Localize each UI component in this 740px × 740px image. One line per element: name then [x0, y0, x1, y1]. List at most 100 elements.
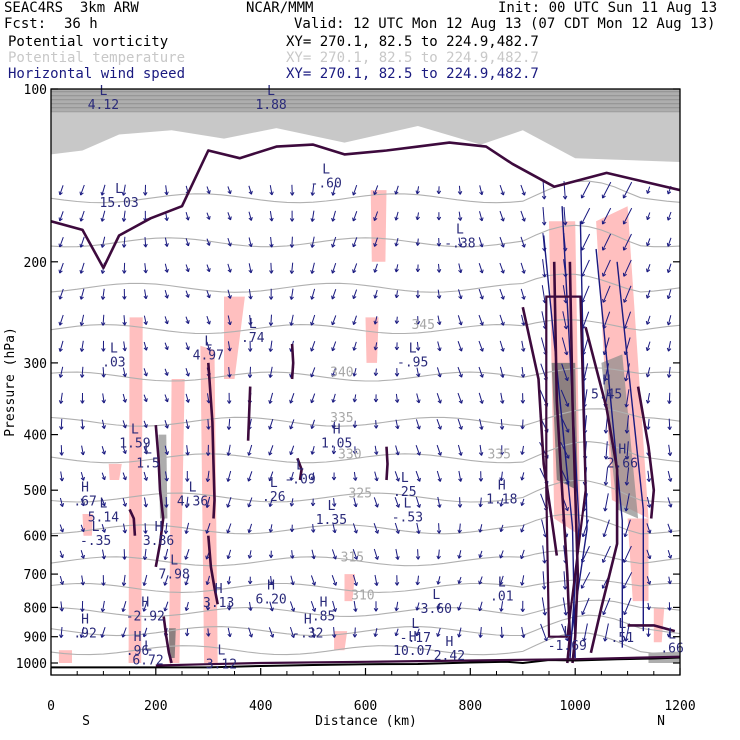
wind-vector [310, 601, 316, 612]
wind-vector-head [206, 346, 211, 351]
wind-vector-head [185, 268, 190, 273]
wind-vector [122, 600, 127, 612]
xy-label-wind: XY= 270.1, 82.5 to 224.9,482.7 [286, 66, 539, 82]
wind-vector [207, 602, 210, 611]
wind-vector [102, 314, 105, 326]
wind-vector-head [226, 580, 232, 585]
wind-vector [81, 340, 84, 352]
wind-vector-head [353, 555, 358, 560]
extremum-kind-label: L [296, 459, 304, 474]
wind-vector [122, 393, 126, 403]
y-tick-label: 500 [24, 484, 47, 499]
wind-vector-head [100, 322, 106, 326]
wind-vector [164, 316, 168, 325]
wind-vector-head [436, 606, 441, 611]
wind-vector [227, 523, 232, 534]
wind-vector [185, 575, 190, 586]
plot-area [51, 89, 680, 675]
wind-vector [416, 212, 419, 220]
pv-contour-line [290, 343, 295, 380]
wind-vector [101, 627, 106, 638]
extremum-value-label: 2.66 [607, 457, 638, 472]
wind-vector [353, 394, 357, 403]
wind-vector [623, 207, 633, 225]
wind-vector [80, 314, 85, 326]
wind-vector-head [415, 294, 421, 299]
wind-vector-head [479, 321, 484, 326]
wind-vector [668, 444, 671, 456]
wind-vector-head [622, 584, 627, 589]
wind-vector-head [646, 189, 651, 194]
wind-vector-head [290, 607, 296, 612]
pv-shading-patch [58, 650, 72, 663]
wind-vector [248, 523, 253, 533]
wind-vector [269, 601, 273, 612]
extremum-kind-label: L [144, 640, 152, 655]
wind-vector-head [247, 374, 253, 378]
wind-vector [478, 263, 483, 274]
extremum-value-label: 5.45 [591, 388, 622, 403]
wind-vector-head [311, 555, 316, 560]
wind-vector [521, 314, 525, 326]
wind-vector [165, 522, 168, 534]
wind-vector [352, 549, 358, 560]
wind-vector [248, 627, 253, 638]
wind-vector [185, 368, 190, 377]
wind-vector [206, 212, 210, 220]
field-name-theta: Potential temperature [8, 50, 186, 66]
wind-vector-head [564, 377, 569, 382]
wind-vector-head [667, 580, 672, 585]
wind-vector [102, 549, 105, 560]
wind-vector-head [603, 377, 608, 382]
pv-contour-line [154, 424, 165, 568]
wind-vector [542, 259, 546, 278]
wind-vector [122, 446, 127, 454]
wind-vector [667, 550, 672, 559]
wind-vector-head [143, 530, 148, 534]
wind-vector [290, 575, 294, 586]
wind-vector [311, 626, 315, 638]
wind-vector [560, 389, 569, 407]
wind-vector-head [206, 190, 211, 194]
wind-vector-head [331, 217, 336, 222]
wind-vector [521, 472, 525, 481]
wind-vector [395, 628, 399, 637]
wind-vector-head [269, 191, 274, 196]
wind-vector [395, 393, 398, 403]
pv-contour-line [296, 457, 303, 481]
wind-vector [143, 341, 147, 351]
wind-vector-head [394, 190, 399, 195]
wind-vector [269, 211, 273, 222]
wind-vector-head [79, 322, 85, 326]
wind-vector-head [479, 373, 484, 378]
valid-label: Valid: 12 UTC Mon 12 Aug 13 (07 CDT Mon … [294, 16, 716, 32]
wind-vector-head [478, 477, 484, 482]
wind-vector [143, 446, 148, 455]
wind-vector-head [499, 528, 504, 533]
pv-contour-line [162, 616, 173, 664]
wind-vector [248, 263, 252, 273]
wind-vector-head [143, 450, 148, 455]
wind-vector-head [101, 373, 106, 378]
extremum-value-label: 6.72 [132, 654, 163, 669]
wind-vector [81, 366, 84, 378]
wind-vector [667, 237, 672, 247]
wind-vector-head [227, 295, 232, 299]
wind-vector-head [121, 192, 127, 196]
wind-vector-head [184, 555, 189, 560]
wind-vector [352, 237, 358, 248]
theta-contour-line [51, 224, 680, 248]
pv-shading-patch [224, 296, 245, 379]
wind-vector-head [373, 424, 379, 429]
wind-vector [143, 601, 148, 612]
wind-vector [333, 627, 335, 638]
wind-vector-head [353, 503, 358, 508]
extremum-kind-label: L [322, 163, 330, 178]
wind-vector-head [59, 426, 64, 430]
wind-vector [602, 181, 612, 199]
wind-vector-head [289, 218, 295, 222]
theta-contour-line [51, 367, 680, 382]
wind-vector [520, 262, 525, 274]
wind-vector-head [248, 243, 253, 248]
